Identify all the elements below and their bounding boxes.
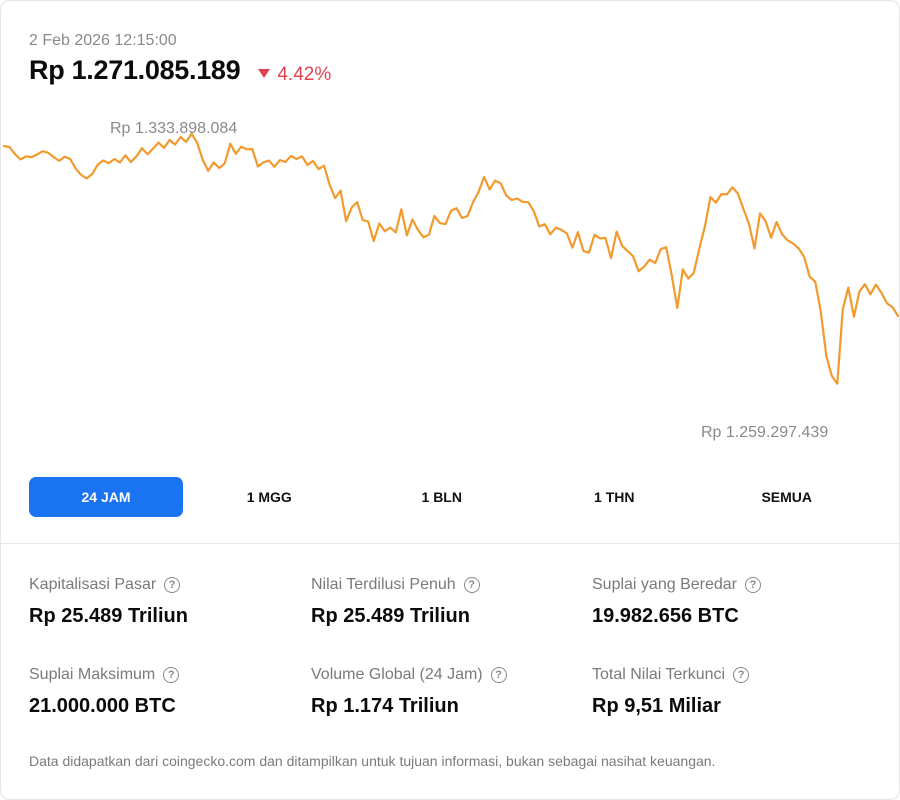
help-icon[interactable]: ? — [163, 667, 180, 683]
stat-label: Suplai yang Beredar? — [592, 573, 852, 597]
help-icon[interactable]: ? — [733, 667, 750, 683]
help-icon[interactable]: ? — [164, 577, 181, 593]
stat-item: Suplai yang Beredar? 19.982.656 BTC — [592, 573, 852, 628]
stat-item: Nilai Terdilusi Penuh? Rp 25.489 Triliun — [311, 573, 571, 628]
stat-label-text: Kapitalisasi Pasar — [29, 576, 157, 593]
chart-low-label: Rp 1.259.297.439 — [701, 424, 829, 441]
stat-label-text: Suplai Maksimum — [29, 666, 156, 683]
stat-label-text: Nilai Terdilusi Penuh — [311, 576, 456, 593]
chart-high-label: Rp 1.333.898.084 — [110, 120, 238, 137]
stat-label: Nilai Terdilusi Penuh? — [311, 573, 571, 597]
stat-value: Rp 9,51 Miliar — [592, 695, 721, 717]
current-price: Rp 1.271.085.189 — [29, 55, 241, 85]
data-source-disclaimer: Data didapatkan dari coingecko.com dan d… — [29, 753, 716, 769]
range-button-1-bln[interactable]: 1 BLN — [356, 477, 529, 517]
price-line — [2, 132, 899, 385]
stat-label: Total Nilai Terkunci? — [592, 663, 852, 687]
help-icon[interactable]: ? — [463, 577, 480, 593]
stat-label-text: Suplai yang Beredar — [592, 576, 737, 593]
stat-value: Rp 1.174 Triliun — [311, 695, 459, 717]
stat-label-text: Volume Global (24 Jam) — [311, 666, 483, 683]
stat-item: Suplai Maksimum? 21.000.000 BTC — [29, 663, 289, 718]
stat-value: 19.982.656 BTC — [592, 605, 739, 627]
stat-value: Rp 25.489 Triliun — [311, 605, 470, 627]
range-button-semua[interactable]: SEMUA — [701, 477, 874, 517]
price-change-percent: 4.42% — [277, 63, 332, 85]
stat-label: Volume Global (24 Jam)? — [311, 663, 571, 687]
section-divider — [1, 543, 899, 544]
down-triangle-icon — [258, 69, 271, 78]
stat-value: 21.000.000 BTC — [29, 695, 176, 717]
price-timestamp: 2 Feb 2026 12:15:00 — [29, 32, 177, 49]
stat-value: Rp 25.489 Triliun — [29, 605, 188, 627]
range-button-1-mgg[interactable]: 1 MGG — [183, 477, 356, 517]
stat-label: Suplai Maksimum? — [29, 663, 289, 687]
price-chart[interactable] — [1, 111, 900, 431]
stat-label: Kapitalisasi Pasar? — [29, 573, 289, 597]
time-range-selector: 24 JAM 1 MGG 1 BLN 1 THN SEMUA — [29, 477, 873, 517]
stat-item: Kapitalisasi Pasar? Rp 25.489 Triliun — [29, 573, 289, 628]
stat-label-text: Total Nilai Terkunci — [592, 666, 726, 683]
stat-item: Total Nilai Terkunci? Rp 9,51 Miliar — [592, 663, 852, 718]
price-row: Rp 1.271.085.189 4.42% — [29, 55, 331, 86]
stat-item: Volume Global (24 Jam)? Rp 1.174 Triliun — [311, 663, 571, 718]
help-icon[interactable]: ? — [490, 667, 507, 683]
help-icon[interactable]: ? — [744, 577, 761, 593]
range-button-1-thn[interactable]: 1 THN — [528, 477, 701, 517]
range-button-24-jam[interactable]: 24 JAM — [29, 477, 183, 517]
price-change-badge: 4.42% — [258, 64, 331, 86]
